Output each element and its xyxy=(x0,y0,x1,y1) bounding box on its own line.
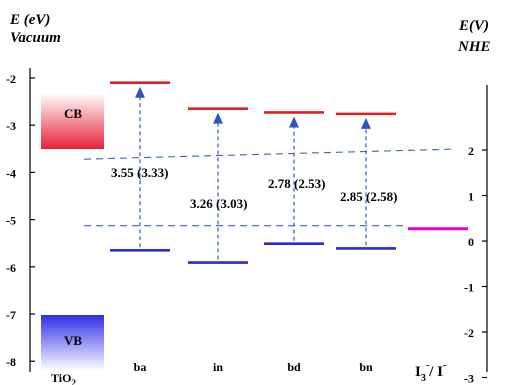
vb-label: VB xyxy=(64,333,82,348)
tio2-conduction-band xyxy=(41,93,104,149)
redox-label-rest: / I xyxy=(428,364,443,380)
left-axis-tick-label: -5 xyxy=(6,214,16,228)
left-axis-tick-label: -4 xyxy=(6,166,16,180)
transition-arrowhead-bn xyxy=(361,117,371,129)
right-axis-tick-label: -3 xyxy=(464,372,474,385)
tio2-valence-band xyxy=(41,315,104,371)
transition-arrowhead-bd xyxy=(289,116,299,128)
dye-name-ba: ba xyxy=(134,360,147,374)
left-axis-title-line2: Vacuum xyxy=(10,30,61,46)
redox-label: I3-/ I- xyxy=(415,360,446,384)
left-axis-tick-label: -3 xyxy=(6,119,16,133)
dye-name-bd: bd xyxy=(287,360,301,374)
redox-label-main: I xyxy=(415,364,421,380)
gap-label-bn: 2.85 (2.58) xyxy=(340,189,397,204)
right-axis-ticks: -3 -2 -1 0 1 2 xyxy=(464,144,487,385)
right-axis-tick-label: 2 xyxy=(468,144,474,158)
transition-arrowhead-in xyxy=(213,112,223,124)
right-axis-tick-label: -1 xyxy=(464,281,474,295)
left-axis-title-line1: E (eV) xyxy=(9,12,50,28)
left-axis-tick-label: -6 xyxy=(6,261,16,275)
transition-arrowhead-ba xyxy=(135,86,145,98)
dye-name-in: in xyxy=(213,360,223,374)
right-axis-title-line1: E(V) xyxy=(458,18,489,34)
tio2-name-main: TiO xyxy=(51,371,71,385)
gap-label-bd: 2.78 (2.53) xyxy=(268,176,325,191)
cb-label: CB xyxy=(64,106,82,121)
right-axis-title-line2: NHE xyxy=(457,39,491,55)
right-axis-tick-label: -2 xyxy=(464,326,474,340)
left-axis-tick-label: -2 xyxy=(6,72,16,86)
redox-label-sup2: - xyxy=(443,360,446,371)
dye-levels: 3.55 (3.33) ba 3.26 (3.03) in 2.78 (2.53) bd 2… xyxy=(110,81,397,374)
right-axis-tick-label: 0 xyxy=(468,235,474,249)
redox-label-sub: 3 xyxy=(421,373,426,384)
tio2-name-label: TiO2 xyxy=(51,371,76,385)
right-axis-tick-label: 1 xyxy=(468,190,474,204)
reference-lines xyxy=(83,148,453,227)
left-axis-tick-label: -8 xyxy=(6,355,16,369)
reference-line-tio2-cb-edge xyxy=(83,148,453,160)
dye-name-bn: bn xyxy=(359,360,373,374)
left-axis-tick-label: -7 xyxy=(6,308,16,322)
gap-label-ba: 3.55 (3.33) xyxy=(111,165,168,180)
left-axis-ticks: -2 -3 -4 -5 -6 -7 -8 xyxy=(6,72,35,369)
gap-label-in: 3.26 (3.03) xyxy=(190,196,247,211)
tio2-name-sub: 2 xyxy=(71,378,76,385)
redox-label-sup: - xyxy=(426,360,429,371)
